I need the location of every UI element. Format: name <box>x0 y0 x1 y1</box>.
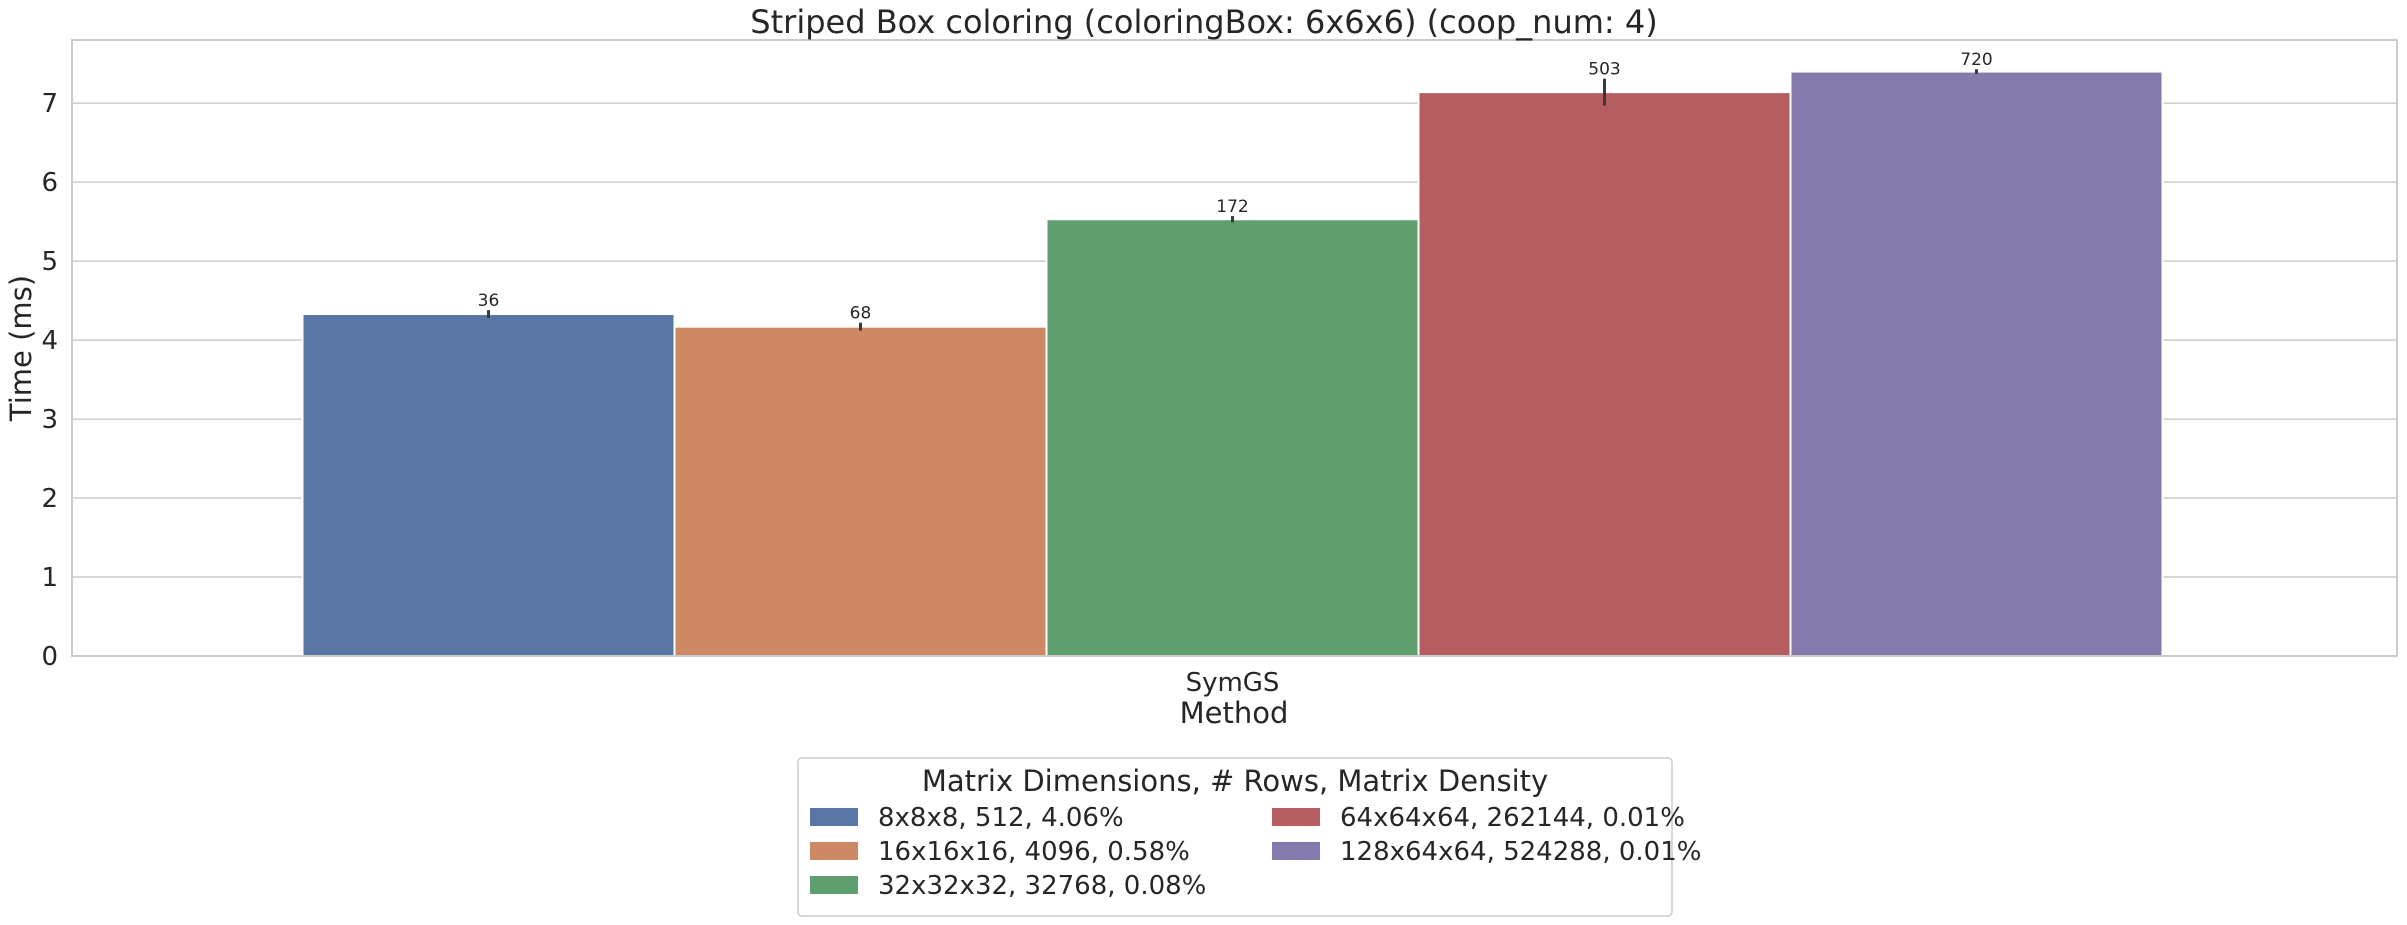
y-tick-label: 5 <box>41 247 58 277</box>
bar <box>1789 70 2164 658</box>
bar <box>1045 218 1420 657</box>
bar <box>301 313 676 657</box>
x-tick-label: SymGS <box>1186 668 1280 698</box>
bar-data-label: 172 <box>1216 197 1248 217</box>
legend-label: 16x16x16, 4096, 0.58% <box>878 837 1190 867</box>
bar-data-label: 36 <box>478 291 500 311</box>
x-axis-title: Method <box>1180 696 1289 730</box>
legend-items: 8x8x8, 512, 4.06% 16x16x16, 4096, 0.58% 32… <box>810 803 1701 901</box>
legend-label: 128x64x64, 524288, 0.01% <box>1340 837 1701 867</box>
bar-data-label: 68 <box>850 304 872 324</box>
y-tick-label: 1 <box>41 563 58 593</box>
y-tick-label: 0 <box>41 642 58 672</box>
legend-label: 32x32x32, 32768, 0.08% <box>878 871 1206 901</box>
legend-swatch <box>1272 842 1320 860</box>
chart-title: Striped Box coloring (coloringBox: 6x6x6… <box>750 3 1657 41</box>
legend-swatch <box>810 842 858 860</box>
bar-data-label: 503 <box>1588 60 1620 80</box>
x-tick-layer: SymGS <box>1186 668 1280 698</box>
legend-swatch <box>810 876 858 894</box>
legend-swatch <box>1272 808 1320 826</box>
plot-frame <box>71 39 2398 657</box>
bar <box>1417 91 1792 658</box>
legend-label: 64x64x64, 262144, 0.01% <box>1340 803 1685 833</box>
bar-layer: 36 68 172 503 720 <box>301 50 2164 658</box>
legend: Matrix Dimensions, # Rows, Matrix Densit… <box>797 757 1701 917</box>
y-tick-label: 7 <box>41 89 58 119</box>
y-tick-label: 6 <box>41 168 58 198</box>
y-tick-layer: 0 1 2 3 4 5 6 7 <box>41 89 58 672</box>
y-tick-label: 2 <box>41 484 58 514</box>
legend-swatch <box>810 808 858 826</box>
y-tick-label: 4 <box>41 326 58 356</box>
legend-title: Matrix Dimensions, # Rows, Matrix Densit… <box>922 764 1548 798</box>
bar-data-label: 720 <box>1960 50 1992 70</box>
legend-box <box>797 757 1673 917</box>
legend-label: 8x8x8, 512, 4.06% <box>878 803 1124 833</box>
y-tick-label: 3 <box>41 405 58 435</box>
y-axis-title: Time (ms) <box>4 275 38 422</box>
bar <box>673 325 1048 657</box>
